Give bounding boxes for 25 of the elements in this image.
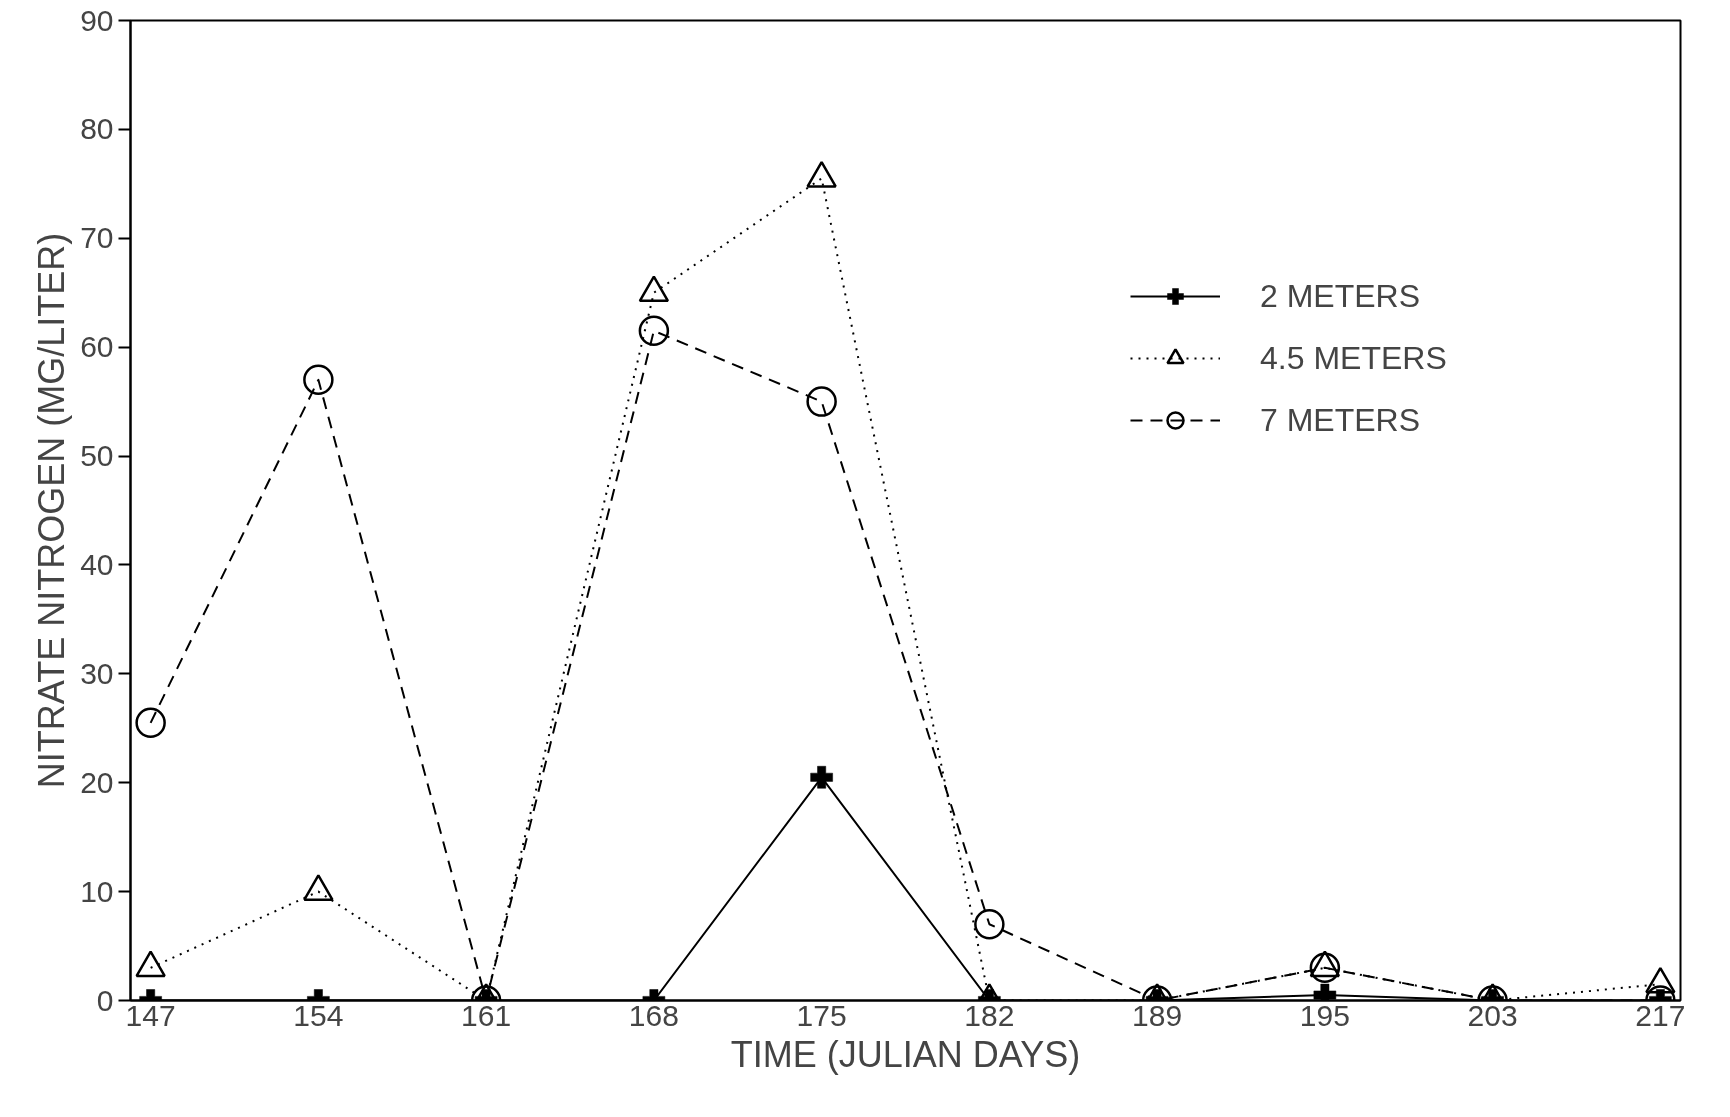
x-tick-label: 147 [125, 998, 176, 1032]
y-tick-label: 90 [80, 3, 114, 37]
y-tick-label: 70 [80, 221, 114, 255]
x-tick-label: 154 [293, 998, 344, 1032]
y-tick-label: 0 [96, 983, 114, 1017]
legend-label: 7 METERS [1260, 401, 1421, 439]
x-tick-label: 182 [964, 998, 1015, 1032]
y-tick-label: 10 [80, 874, 114, 908]
legend-label: 2 METERS [1260, 277, 1421, 315]
y-tick-label: 40 [80, 547, 114, 581]
x-tick-label: 175 [796, 998, 847, 1032]
x-tick-label: 203 [1467, 998, 1518, 1032]
x-tick-label: 195 [1299, 998, 1350, 1032]
y-tick-label: 20 [80, 765, 114, 799]
x-tick-label: 161 [461, 998, 512, 1032]
y-tick-label: 80 [80, 112, 114, 146]
x-tick-label: 217 [1635, 998, 1686, 1032]
x-axis-title: TIME (JULIAN DAYS) [730, 1033, 1081, 1075]
y-tick-label: 60 [80, 330, 114, 364]
y-axis-title: NITRATE NITROGEN (MG/LITER) [31, 232, 73, 789]
y-tick-label: 50 [80, 439, 114, 473]
legend-label: 4.5 METERS [1260, 339, 1447, 377]
y-tick-label: 30 [80, 656, 114, 690]
x-tick-label: 189 [1132, 998, 1183, 1032]
x-tick-label: 168 [628, 998, 679, 1032]
